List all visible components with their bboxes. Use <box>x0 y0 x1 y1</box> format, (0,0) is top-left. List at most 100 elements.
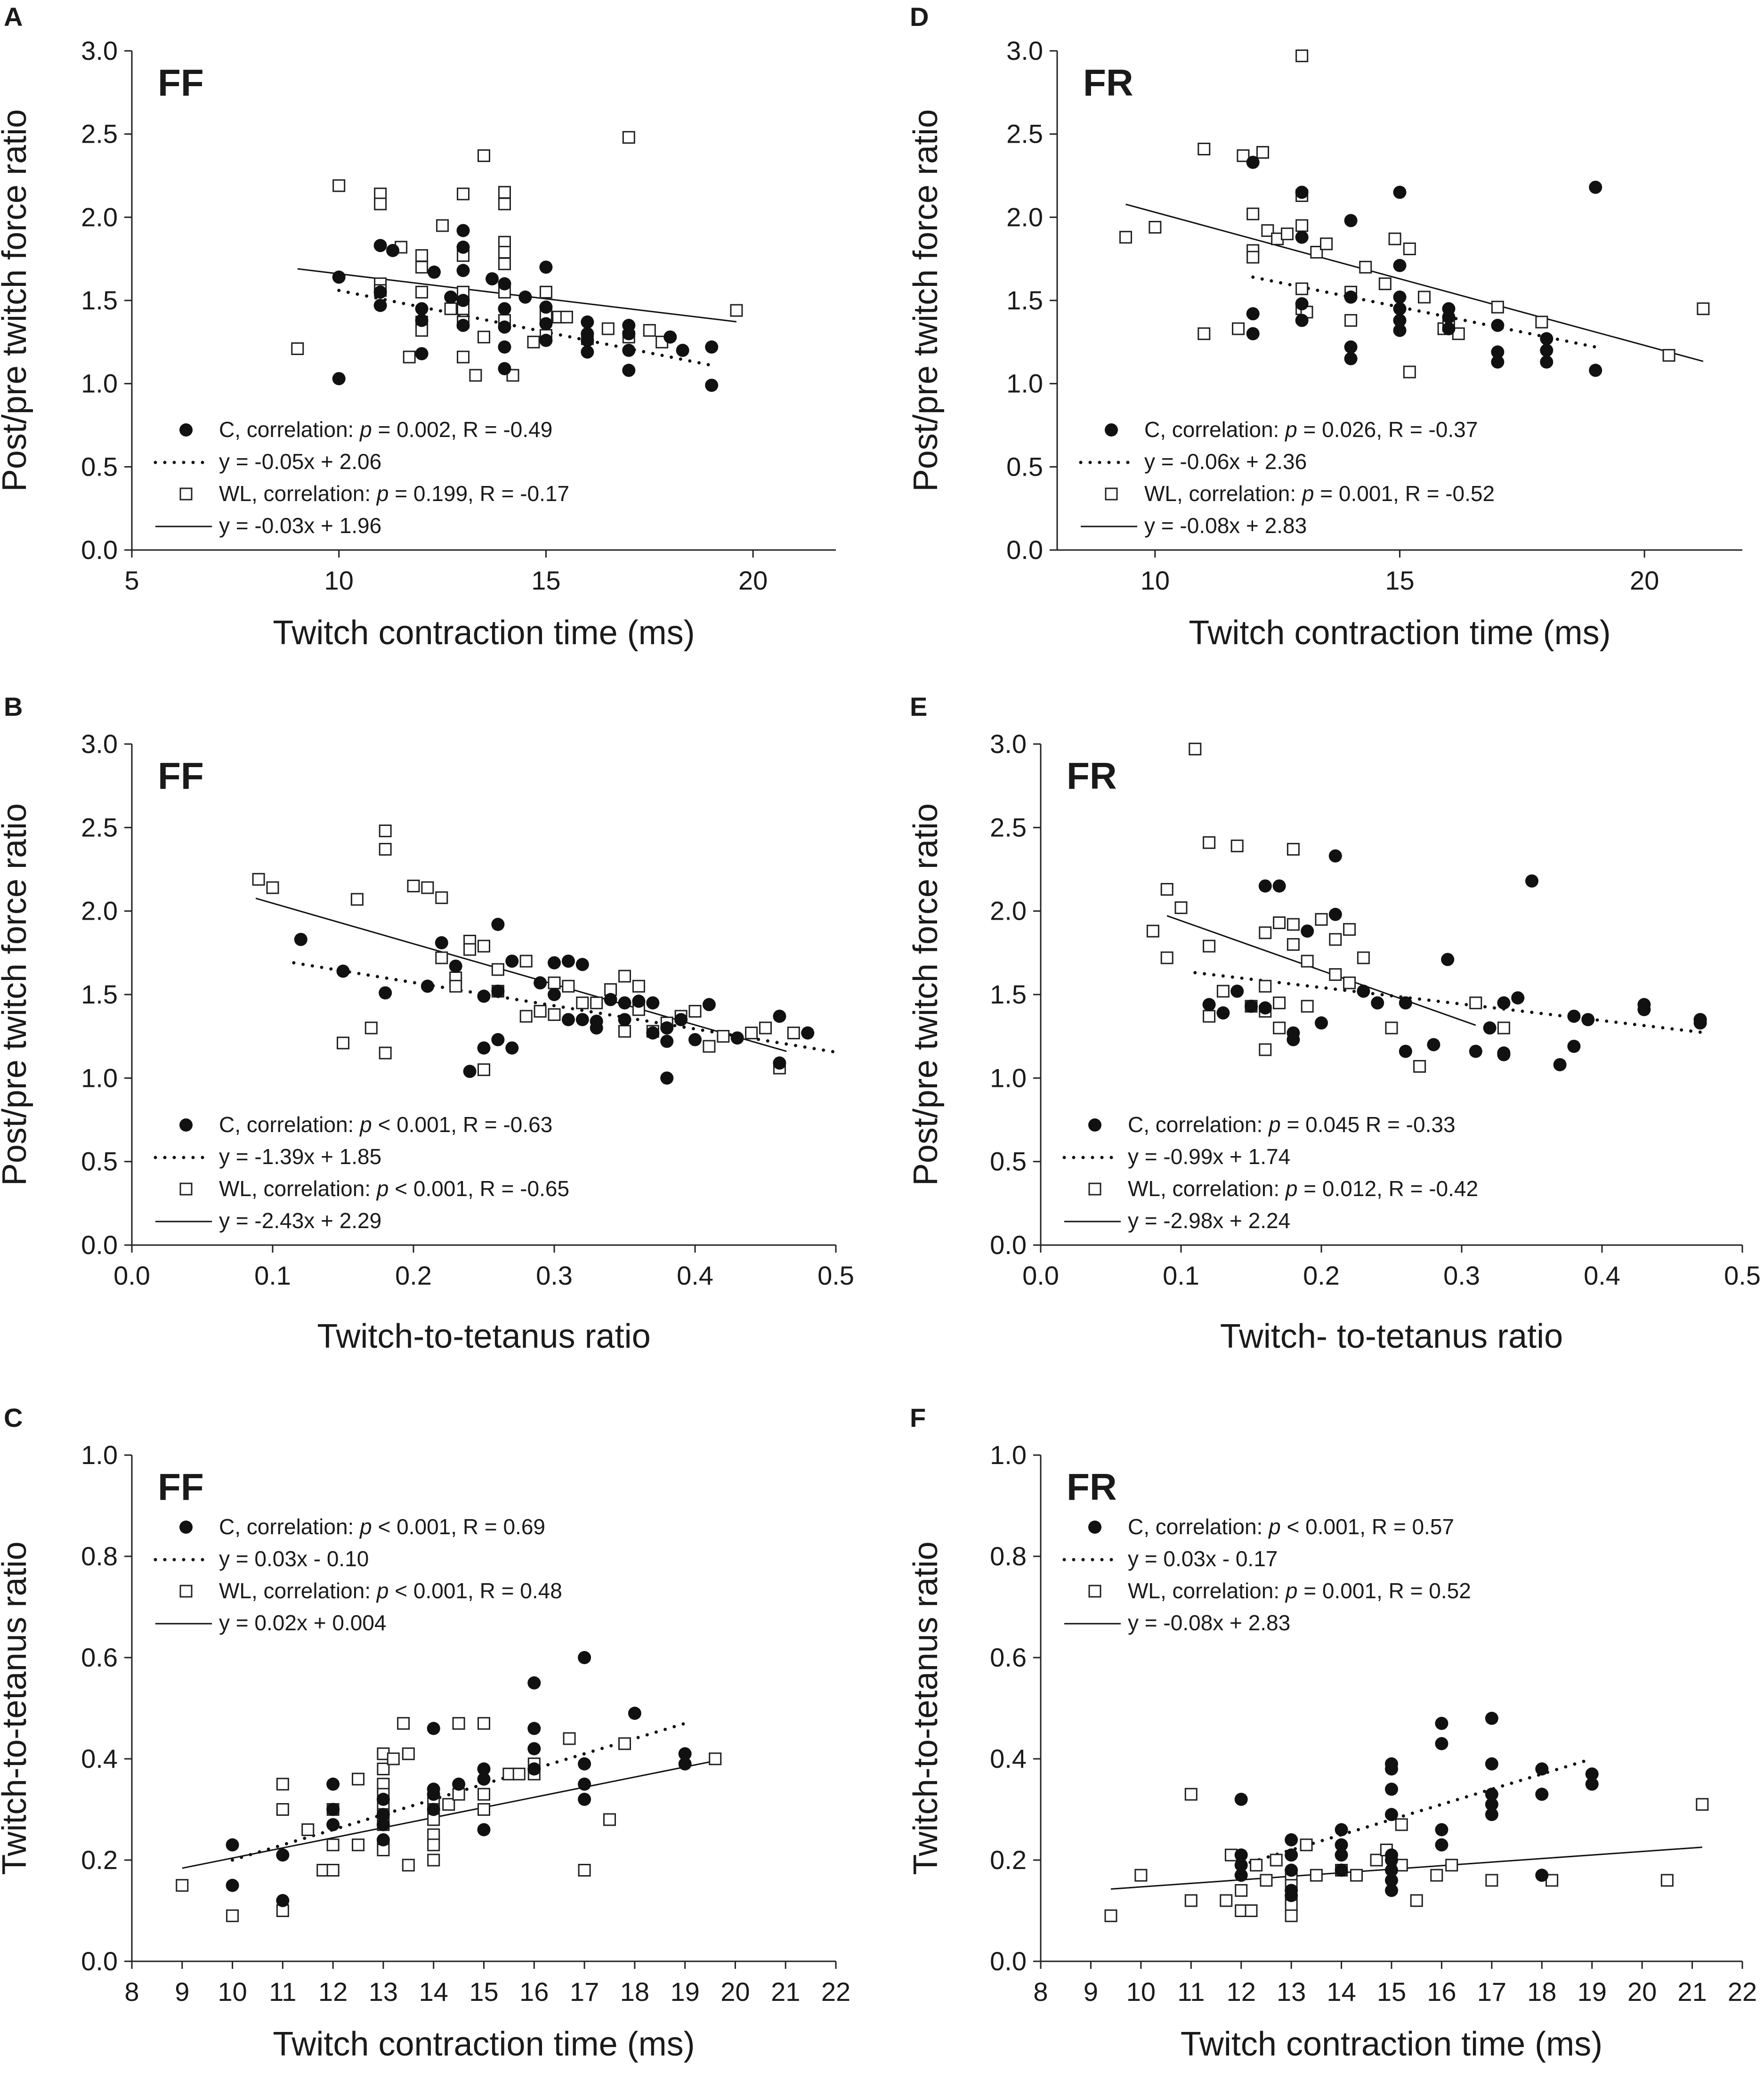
data-point-c <box>415 302 429 316</box>
data-point-wl <box>1160 951 1173 964</box>
x-tick-label: 10 <box>1126 1977 1156 2007</box>
fit-line-c <box>292 961 838 1054</box>
data-point-c <box>1393 314 1407 327</box>
data-point-wl <box>337 1036 349 1050</box>
y-tick-label: 1.5 <box>1006 285 1043 315</box>
y-tick-label: 0.6 <box>990 1643 1027 1672</box>
data-point-c <box>477 989 491 1003</box>
data-point-c <box>1393 259 1407 272</box>
legend-marker-wl <box>179 487 193 501</box>
data-point-c <box>1399 996 1412 1010</box>
legend-label-wl: WL, correlation: p = 0.001, R = -0.52 <box>1144 481 1495 506</box>
legend-fit-equation: y = -0.08x + 2.83 <box>1128 1610 1290 1635</box>
fiber-type-label: FF <box>158 755 204 797</box>
y-tick-label: 2.0 <box>81 202 118 232</box>
data-point-c <box>1234 1869 1248 1882</box>
data-point-c <box>527 1742 541 1756</box>
data-point-wl <box>590 996 603 1010</box>
data-point-c <box>1497 996 1511 1010</box>
x-axis-title: Twitch contraction time (ms) <box>1189 614 1610 652</box>
data-point-wl <box>457 350 470 364</box>
data-point-c <box>1435 1838 1448 1852</box>
data-point-c <box>376 1793 390 1806</box>
data-point-wl <box>1343 976 1356 989</box>
fiber-type-label: FR <box>1067 755 1117 797</box>
data-point-c <box>463 1065 477 1078</box>
y-tick-label: 0.2 <box>990 1845 1027 1875</box>
data-point-wl <box>1230 839 1244 852</box>
y-tick-label: 0.0 <box>81 1230 118 1260</box>
data-point-c <box>1285 1848 1298 1862</box>
data-point-c <box>1442 310 1456 324</box>
data-point-wl <box>1497 1021 1510 1035</box>
data-point-c <box>1442 322 1456 336</box>
data-point-c <box>705 379 719 392</box>
data-point-c <box>332 270 346 284</box>
data-point-c <box>590 1021 603 1035</box>
y-tick-label: 0.8 <box>990 1541 1027 1571</box>
x-tick-label: 0.4 <box>1584 1261 1620 1290</box>
data-point-c <box>276 1894 290 1907</box>
data-point-wl <box>350 893 364 906</box>
data-point-c <box>773 1056 786 1070</box>
data-point-c <box>415 347 429 361</box>
data-point-wl <box>1232 322 1245 335</box>
data-point-c <box>294 932 307 946</box>
data-point-wl <box>1270 1853 1283 1867</box>
y-axis-title: Twitch-to-tetanus ratio <box>907 1541 945 1875</box>
data-point-wl <box>618 1737 631 1750</box>
data-point-wl <box>1198 142 1211 155</box>
data-point-c <box>1385 1853 1398 1867</box>
data-point-c <box>477 1041 491 1055</box>
x-tick-label: 12 <box>1227 1977 1256 2007</box>
legend-series-label: C, correlation: <box>219 417 360 442</box>
y-tick-label: 2.0 <box>990 896 1027 926</box>
data-point-c <box>1491 345 1505 359</box>
data-point-c <box>1295 297 1309 311</box>
data-point-wl <box>622 131 635 144</box>
data-point-c <box>1335 1823 1348 1837</box>
x-tick-label: 11 <box>1177 1977 1205 2007</box>
legend-fit-equation: y = 0.03x - 0.10 <box>219 1546 369 1571</box>
y-tick-label: 0.4 <box>81 1744 118 1773</box>
data-point-c <box>379 986 392 1000</box>
data-point-c <box>1234 1848 1248 1862</box>
data-point-c <box>575 958 589 971</box>
x-tick-label: 12 <box>318 1977 348 2007</box>
data-point-c <box>1385 1808 1398 1821</box>
legend-stat: < 0.001, R = 0.69 <box>378 1514 546 1539</box>
data-point-c <box>1469 1044 1482 1058</box>
fit-line-c <box>1251 275 1597 349</box>
data-point-c <box>1540 355 1554 369</box>
data-point-wl <box>352 1772 365 1786</box>
data-point-wl <box>1246 207 1260 220</box>
legend-label-c: C, correlation: p = 0.026, R = -0.37 <box>1144 417 1478 442</box>
data-point-wl <box>1149 221 1162 234</box>
y-tick-label: 2.5 <box>990 812 1027 842</box>
x-tick-label: 0.0 <box>113 1261 150 1290</box>
y-tick-label: 0.0 <box>81 1946 118 1976</box>
data-point-wl <box>576 996 589 1010</box>
legend-stat: < 0.001, R = 0.57 <box>1287 1514 1455 1539</box>
data-point-wl <box>519 955 533 968</box>
data-point-c <box>539 300 553 314</box>
data-point-wl <box>1378 277 1392 291</box>
data-point-c <box>326 1818 340 1831</box>
data-point-wl <box>252 873 265 886</box>
x-tick-label: 14 <box>419 1977 448 2007</box>
data-point-wl <box>1134 1869 1148 1882</box>
data-point-c <box>456 224 470 237</box>
data-point-wl <box>1295 282 1309 295</box>
data-point-c <box>477 1762 491 1776</box>
data-point-c <box>539 317 553 331</box>
x-tick-label: 0.2 <box>1303 1261 1340 1290</box>
data-point-c <box>427 1803 440 1816</box>
data-point-c <box>1371 996 1384 1010</box>
legend-stat: = 0.012, R = -0.42 <box>1303 1176 1478 1201</box>
legend-marker-wl <box>179 1585 193 1598</box>
data-point-c <box>1393 324 1407 337</box>
data-point-c <box>1295 314 1309 327</box>
data-point-c <box>1246 327 1260 340</box>
legend-series-label: WL, correlation: <box>1128 1578 1286 1603</box>
x-tick-label: 10 <box>1141 566 1170 595</box>
